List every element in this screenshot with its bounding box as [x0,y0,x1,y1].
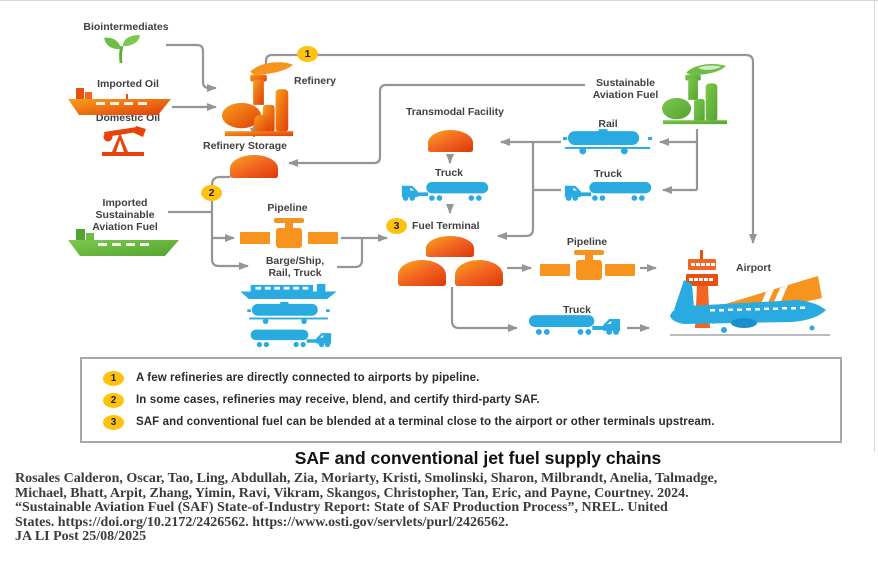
refinery-storage-tank [230,155,278,178]
citation-block: Rosales Calderon, Oscar, Tao, Ling, Abdu… [15,471,871,545]
rail-right-label: Rail [598,118,618,130]
transmodal-facility-label: Transmodal Facility [405,106,505,118]
fuel-terminal-tank-left [398,260,446,286]
footnote-1-text: A few refineries are directly connected … [136,372,480,384]
refinery-label: Refinery [294,75,337,87]
rail-tanker-left-icon [245,302,332,324]
truck-mid-icon [400,179,492,202]
truck-right-label: Truck [593,168,622,180]
pipeline-left-icon [240,218,338,248]
barge-icon [237,283,340,300]
footnote-1-marker: 1 [103,370,124,386]
marker-2: 2 [201,185,222,201]
figure-title: SAF and conventional jet fuel supply cha… [294,448,662,468]
fuel-terminal-label: Fuel Terminal [412,220,480,232]
fuel-terminal-tank-top [426,236,474,257]
connector-fuel-terminal-to-truck-bottom [450,287,518,332]
marker-1: 1 [297,46,318,62]
refinery-icon [220,60,298,138]
footnote-2-marker: 2 [103,392,124,408]
oil-pumpjack-icon [100,125,152,157]
connector-rail-truck-to-fuel-terminal [497,143,535,240]
connector-storage-to-barge [210,175,249,270]
fuel-terminal-tank-right [455,260,503,286]
truck-mid-label: Truck [434,167,463,179]
rail-tanker-right-icon [563,129,652,155]
citation-line-1: Rosales Calderon, Oscar, Tao, Ling, Abdu… [15,471,718,486]
footnotes-box: 1 A few refineries are directly connecte… [80,357,842,443]
footnote-3-marker: 3 [103,414,124,430]
pipeline-left-label: Pipeline [267,202,308,214]
citation-line-5: JA LI Post 25/08/2025 [15,529,147,545]
truck-bottom-icon [525,312,622,336]
connector-saf-production-to-storage [288,83,585,167]
transmodal-facility-tank [428,130,473,152]
truck-left-icon [242,327,338,348]
truck-right-icon [563,179,655,202]
connector-refinery-to-airport-pipeline [264,53,757,244]
footnote-2: 2 In some cases, refineries may receive,… [103,389,830,411]
airport-icon [666,246,836,340]
connector-barge-to-fuel-terminal [337,239,364,269]
pipeline-right-icon [540,250,635,280]
footnote-1: 1 A few refineries are directly connecte… [103,367,830,389]
page-edge-top [0,0,878,1]
citation-line-4: States. https://doi.org/10.2172/2426562.… [15,514,509,530]
saf-production-plant-icon [660,62,730,128]
truck-bottom-label: Truck [562,304,591,316]
imported-oil-ship-icon [68,86,172,118]
airport-label: Airport [736,262,771,274]
footnote-2-text: In some cases, refineries may receive, b… [136,394,540,406]
plant-seedling-icon [101,34,143,64]
connector-biointermediates-to-refinery [166,43,217,92]
footnote-3-text: SAF and conventional fuel can be blended… [136,416,715,428]
citation-line-2: Michael, Bhatt, Arpit, Zhang, Yimin, Rav… [15,485,689,501]
saf-production-label: Sustainable Aviation Fuel [592,77,659,102]
pipeline-right-label: Pipeline [566,236,608,248]
imported-saf-label: Imported Sustainable Aviation Fuel [92,197,158,234]
connector-layer [166,43,757,332]
biointermediates-label: Biointermediates [83,21,169,33]
citation-line-3: “Sustainable Aviation Fuel (SAF) State-o… [15,500,668,516]
refinery-storage-label: Refinery Storage [202,140,288,152]
footnote-3: 3 SAF and conventional fuel can be blend… [103,411,830,433]
marker-3: 3 [386,218,407,234]
imported-saf-ship-icon [68,228,180,258]
page-edge-right [874,0,875,452]
barge-ship-rail-truck-label: Barge/Ship, Rail, Truck [265,255,325,280]
imported-oil-label: Imported Oil [97,78,159,90]
